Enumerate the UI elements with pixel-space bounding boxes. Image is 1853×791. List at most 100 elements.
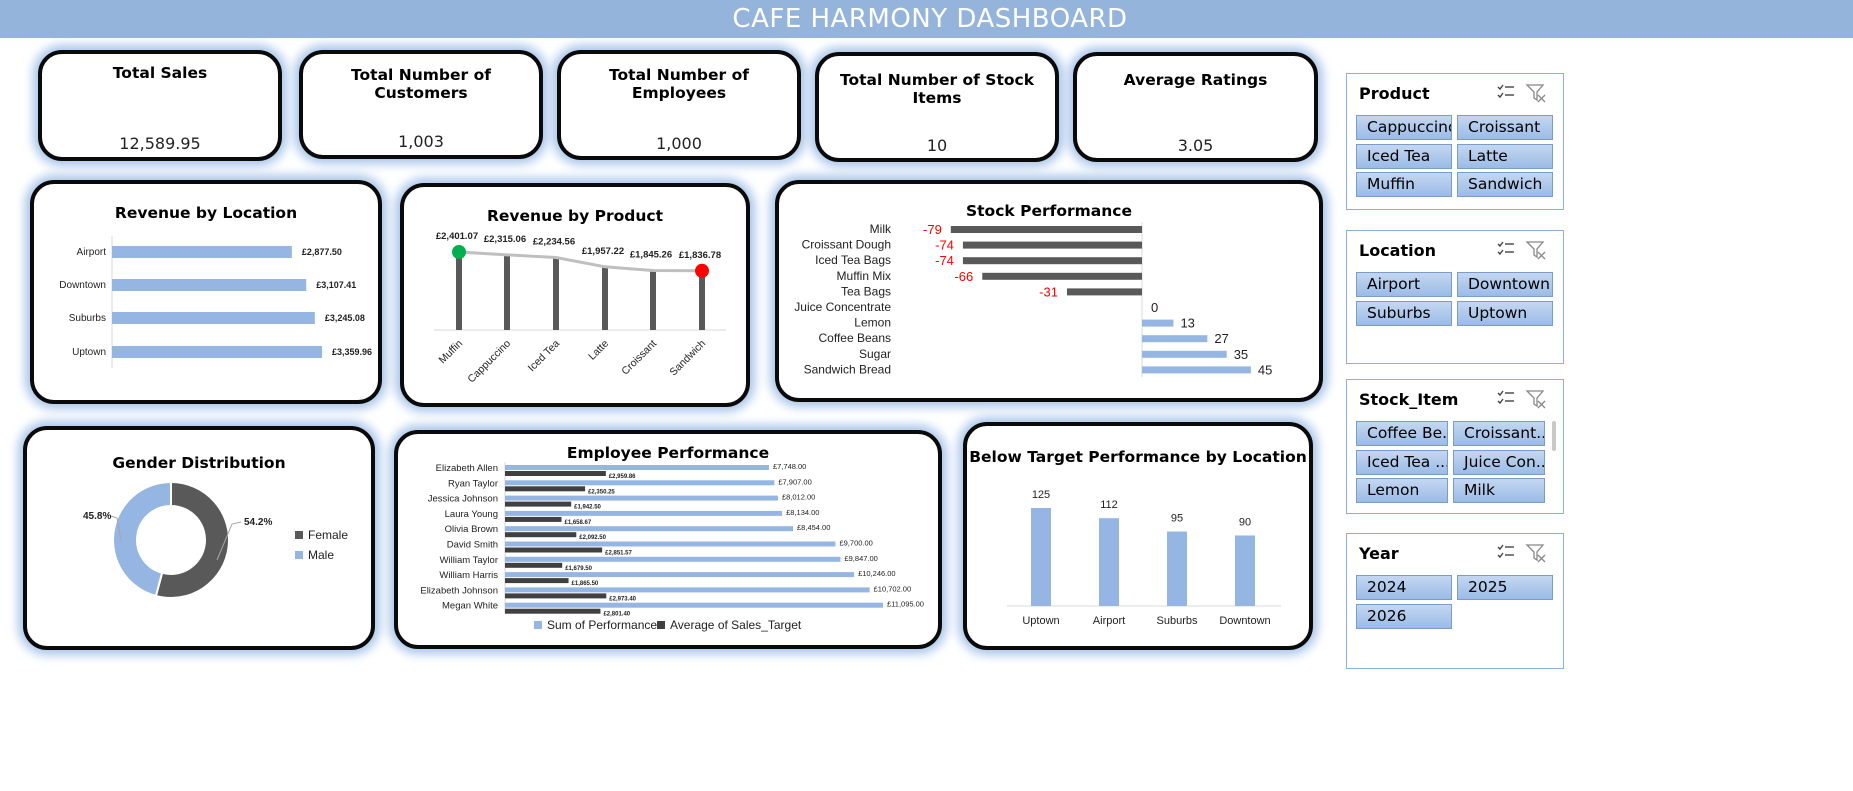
bar <box>1167 531 1187 606</box>
stock-performance-chart: Stock Performance Milk -79 Croissant Dough… <box>775 180 1323 402</box>
bar <box>112 246 292 258</box>
data-label: 0 <box>1151 300 1158 315</box>
category-label: Elizabeth Johnson <box>420 585 498 596</box>
gender-distribution-chart: Gender Distribution 54.2% 45.8% Female Male <box>23 426 375 650</box>
bar <box>1099 518 1119 606</box>
category-label: Elizabeth Allen <box>436 463 498 474</box>
category-label: Croissant Dough <box>802 238 891 252</box>
bar <box>505 572 855 578</box>
slicer-scrollbar[interactable] <box>1552 421 1556 451</box>
slicer-item[interactable]: 2026 <box>1356 603 1452 629</box>
bar <box>505 593 607 599</box>
multi-select-icon[interactable] <box>1496 388 1516 410</box>
kpi-card-total-stock-items: Total Number of Stock Items 10 <box>815 52 1059 162</box>
multi-select-icon[interactable] <box>1496 239 1516 261</box>
slicer-item[interactable]: Cappuccino <box>1356 115 1452 140</box>
data-label: £2,851.57 <box>605 551 632 557</box>
stem <box>699 270 705 330</box>
category-label: Suburbs <box>69 313 106 324</box>
employee-performance-plot: Elizabeth Allen £7,748.00 £2,959.86 Ryan Ta… <box>420 462 924 632</box>
bar <box>505 486 586 492</box>
slicer-item[interactable]: Croissant... <box>1453 421 1545 446</box>
revenue-by-product-chart: Revenue by Product £2,401.07 £2,315.06 £2,… <box>400 183 750 407</box>
data-label: £2,234.56 <box>533 237 575 248</box>
bar <box>505 526 794 532</box>
data-label: £2,315.06 <box>484 234 526 245</box>
data-label: -66 <box>954 269 973 284</box>
slicer-item[interactable]: 2025 <box>1457 575 1553 600</box>
chart-title: Gender Distribution <box>112 454 286 472</box>
data-label: £7,907.00 <box>778 477 811 486</box>
slicer-item[interactable]: Croissant <box>1457 115 1553 140</box>
bar <box>962 241 1142 249</box>
dashboard-title: CAFE HARMONY DASHBOARD <box>732 4 1128 34</box>
slicer-item[interactable]: Sandwich <box>1457 172 1553 197</box>
kpi-title: Total Number of Stock Items <box>839 71 1035 107</box>
slicer-item[interactable]: Latte <box>1457 143 1553 169</box>
bar <box>1142 366 1251 374</box>
category-label: Iced Tea Bags <box>815 253 891 267</box>
multi-select-icon[interactable] <box>1496 82 1516 104</box>
category-label: Airport <box>1093 615 1125 627</box>
slicer-header: Year <box>1359 544 1399 563</box>
slicer-year: Year 2024 2025 2026 <box>1346 533 1564 669</box>
slicer-item[interactable]: Uptown <box>1457 300 1553 326</box>
kpi-card-total-sales: Total Sales 12,589.95 <box>38 50 282 161</box>
stem <box>553 257 559 330</box>
data-label: 45 <box>1258 362 1272 377</box>
data-label: £9,847.00 <box>844 554 877 563</box>
category-label: Downtown <box>59 280 106 291</box>
category-label: Sandwich <box>667 338 708 379</box>
slicer-item[interactable]: Muffin <box>1356 172 1452 197</box>
bar <box>505 602 883 608</box>
bar <box>505 556 841 562</box>
kpi-value: 1,000 <box>656 134 702 153</box>
slicer-item[interactable]: Coffee Be... <box>1356 421 1448 446</box>
data-label: £10,702.00 <box>874 584 912 593</box>
category-label: Airport <box>77 247 107 258</box>
slicer-item[interactable]: Downtown <box>1457 272 1553 297</box>
slicer-item[interactable]: Iced Tea <box>1356 143 1452 169</box>
kpi-value: 12,589.95 <box>119 134 201 153</box>
category-label: Iced Tea <box>526 338 563 375</box>
below-target-chart: Below Target Performance by Location 125… <box>963 422 1313 650</box>
data-label: £2,959.86 <box>609 474 636 480</box>
slicer-item[interactable]: Iced Tea ... <box>1356 449 1448 475</box>
data-label: 95 <box>1171 513 1183 525</box>
multi-select-icon[interactable] <box>1496 542 1516 564</box>
revenue-by-location-plot: Airport £2,877.50 Downtown £3,107.41 Suburbs… <box>59 236 372 368</box>
slicer-item[interactable]: 2024 <box>1356 575 1452 600</box>
clear-filter-icon[interactable] <box>1525 82 1546 104</box>
legend-swatch <box>534 621 542 629</box>
bar <box>505 608 601 614</box>
data-label: £2,877.50 <box>302 247 342 257</box>
bar <box>505 578 569 584</box>
revenue-by-location-chart: Revenue by Location Airport £2,877.50 Down… <box>30 180 382 404</box>
pie-slice <box>112 480 172 598</box>
legend-label: Average of Sales_Target <box>670 618 802 632</box>
slicer-item[interactable]: Lemon <box>1356 478 1448 503</box>
kpi-card-average-ratings: Average Ratings 3.05 <box>1073 52 1318 162</box>
bar <box>505 480 775 486</box>
gender-distribution-plot: 54.2% 45.8% Female Male <box>83 480 348 599</box>
data-label: £3,359.96 <box>332 347 372 357</box>
leader-line <box>110 515 122 541</box>
clear-filter-icon[interactable] <box>1525 239 1546 261</box>
bar <box>1142 335 1208 343</box>
slicer-item[interactable]: Suburbs <box>1356 300 1452 326</box>
category-label: Suburbs <box>1157 615 1198 627</box>
max-marker <box>452 245 466 259</box>
bar <box>112 279 307 291</box>
data-label: £2,401.07 <box>436 231 478 242</box>
data-label: -74 <box>935 253 954 268</box>
slicer-item[interactable]: Juice Con... <box>1453 449 1545 475</box>
clear-filter-icon[interactable] <box>1525 388 1546 410</box>
category-label: Jessica Johnson <box>428 494 498 505</box>
category-label: Laura Young <box>445 509 498 520</box>
data-label: £10,246.00 <box>858 569 896 578</box>
slicer-item[interactable]: Airport <box>1356 272 1452 297</box>
slicer-header: Location <box>1359 241 1436 260</box>
clear-filter-icon[interactable] <box>1525 542 1546 564</box>
slicer-item[interactable]: Milk <box>1453 478 1545 503</box>
bar <box>962 257 1142 265</box>
